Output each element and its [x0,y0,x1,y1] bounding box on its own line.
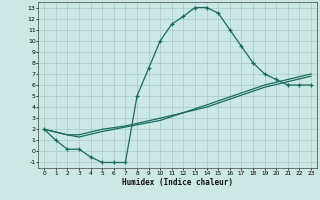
X-axis label: Humidex (Indice chaleur): Humidex (Indice chaleur) [122,178,233,187]
